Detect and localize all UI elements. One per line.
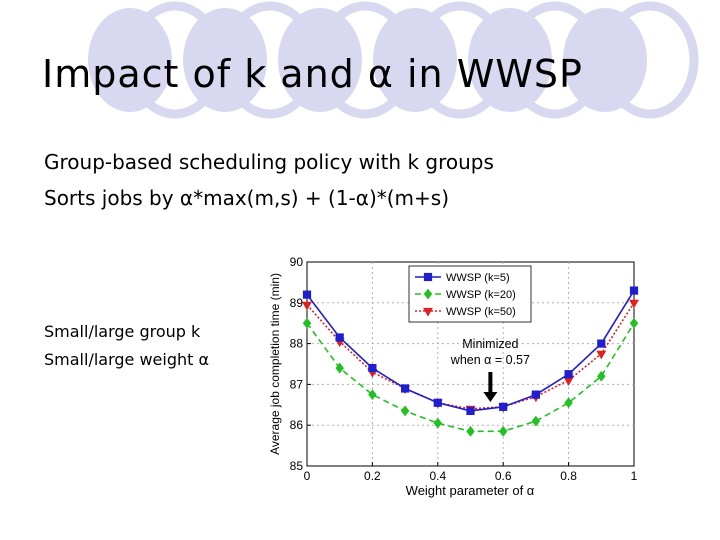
slide-title: Impact of k and α in WWSP — [42, 52, 583, 96]
y-tick-label: 86 — [290, 418, 304, 432]
side-note-weight-alpha: Small/large weight α — [44, 350, 210, 369]
x-tick-label: 0 — [304, 469, 311, 483]
series-k5-point — [499, 402, 508, 411]
x-tick-label: 0.6 — [495, 469, 512, 483]
ring-outline — [126, 1, 224, 119]
series-k5-point — [302, 290, 312, 299]
series-k20-point — [302, 317, 312, 329]
legend-marker — [423, 272, 433, 282]
series-k20-point — [564, 397, 573, 409]
ring-outline — [506, 1, 604, 119]
legend-label: WWSP (k=50) — [446, 306, 516, 318]
y-tick-label: 88 — [290, 337, 304, 351]
x-tick-label: 0.2 — [364, 469, 381, 483]
ring-outline — [221, 1, 319, 119]
decorative-rings — [88, 1, 699, 119]
legend-marker — [423, 307, 433, 317]
series-k50-point — [629, 299, 639, 309]
series-k5-point — [531, 390, 540, 399]
series-k20-point — [400, 405, 410, 417]
annotation-arrow — [483, 372, 498, 402]
x-axis-label: Weight parameter of α — [406, 483, 535, 498]
series-k5-point — [433, 398, 442, 407]
series-k5-point — [335, 333, 344, 342]
series-k50-line — [306, 302, 635, 410]
x-tick-label: 0.8 — [560, 469, 577, 483]
annotation-text: when α = 0.57 — [450, 353, 530, 367]
x-tick-label: 0.4 — [429, 469, 446, 483]
series-k5-point — [564, 370, 573, 379]
series-k50-point — [302, 301, 312, 311]
series-k5-point — [597, 339, 606, 348]
series-k5-point — [368, 363, 377, 373]
legend-marker — [423, 288, 433, 300]
completion-time-chart: 0 0.2 0.4 0.6 0.8 1 85 86 87 88 89 90 WWSP (k=5) WWS… — [268, 255, 639, 498]
side-note-group-k: Small/large group k — [44, 322, 201, 341]
ring-outline — [316, 1, 414, 119]
series-k20-point — [531, 415, 541, 427]
series-k20-point — [629, 317, 639, 329]
y-axis-label: Average job completion time (min) — [268, 273, 282, 455]
y-tick-label: 85 — [290, 459, 304, 473]
series-k20-point — [466, 425, 475, 437]
series-k5-point — [401, 384, 410, 393]
ring-outline — [411, 1, 509, 119]
series-k20-point — [597, 370, 606, 382]
series-k20-point — [368, 389, 377, 401]
y-tick-label: 89 — [290, 296, 304, 310]
bullet-sort-formula: Sorts jobs by α*max(m,s) + (1-α)*(m+s) — [44, 186, 450, 210]
series-k20-point — [433, 417, 443, 429]
y-tick-label: 90 — [290, 255, 304, 269]
series-k50-point — [596, 350, 607, 360]
annotation-text: Minimized — [462, 337, 518, 351]
legend-label: WWSP (k=20) — [446, 289, 516, 301]
x-tick-label: 1 — [631, 469, 638, 483]
series-k5-point — [629, 286, 639, 295]
series-k20-point — [498, 425, 508, 437]
series-k20-point — [335, 362, 344, 374]
legend-label: WWSP (k=5) — [446, 272, 510, 284]
ring-outline — [601, 1, 699, 119]
bullet-scheduling-policy: Group-based scheduling policy with k gro… — [44, 150, 494, 174]
series-k5-point — [466, 406, 475, 416]
y-tick-label: 87 — [290, 377, 304, 391]
